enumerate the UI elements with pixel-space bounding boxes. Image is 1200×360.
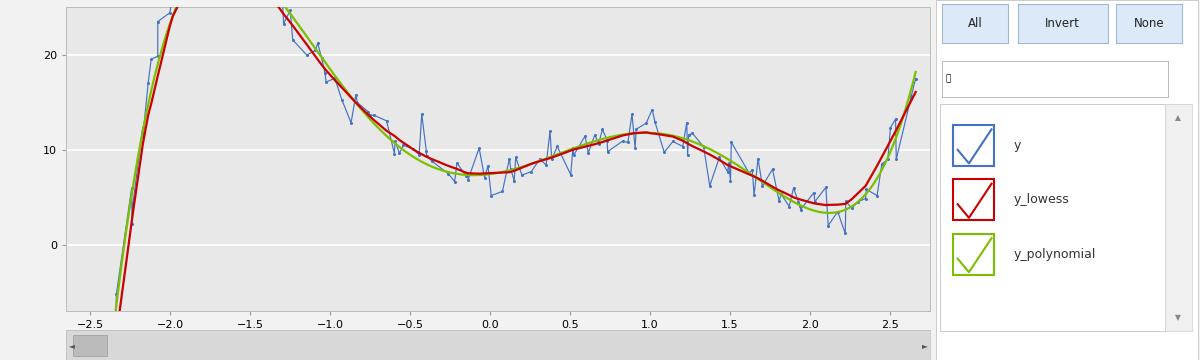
Text: 🔍: 🔍 (946, 75, 950, 84)
Text: y_lowess: y_lowess (1014, 193, 1069, 206)
FancyBboxPatch shape (953, 125, 994, 166)
Text: ►: ► (922, 341, 928, 350)
Text: y_polynomial: y_polynomial (1014, 248, 1097, 261)
Text: Invert: Invert (1045, 17, 1080, 30)
FancyBboxPatch shape (953, 234, 994, 274)
FancyBboxPatch shape (953, 179, 994, 220)
Text: ▼: ▼ (1176, 313, 1181, 322)
Text: ▲: ▲ (1176, 113, 1181, 122)
FancyBboxPatch shape (73, 335, 108, 356)
Text: All: All (967, 17, 983, 30)
Text: ◄: ◄ (68, 341, 74, 350)
Text: y: y (1014, 139, 1021, 152)
Text: None: None (1134, 17, 1164, 30)
